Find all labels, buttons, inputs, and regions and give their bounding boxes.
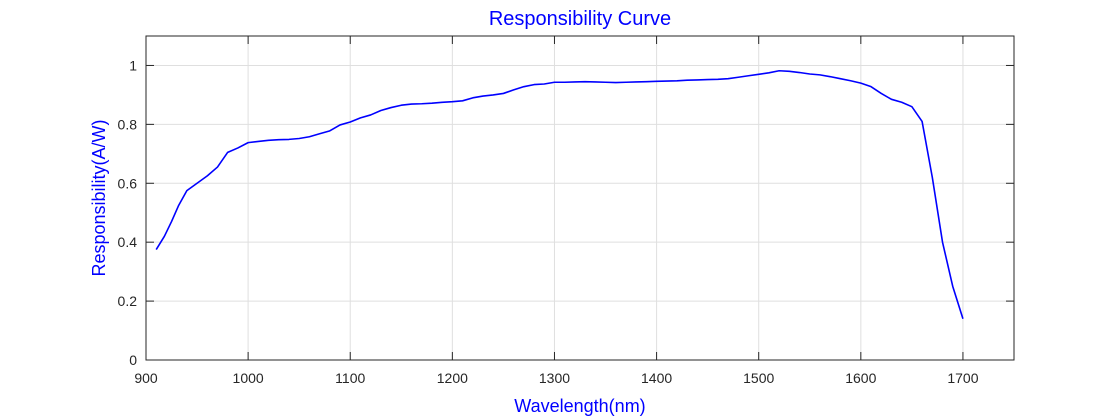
y-tick-label: 1 (129, 57, 137, 73)
x-tick-label: 1100 (335, 370, 365, 386)
tick-layer: 900 1000 1100 1200 1300 1400 1500 1600 1700 0 0.2 0… (118, 36, 1014, 386)
x-tick-label: 1700 (947, 370, 978, 386)
x-axis-label: Wavelength(nm) (514, 396, 645, 416)
chart-title: Responsibility Curve (489, 8, 671, 30)
y-tick-label: 0.4 (118, 234, 138, 250)
series-line-0 (155, 69, 964, 320)
x-tick-label: 900 (134, 370, 158, 386)
x-tick-label: 1200 (437, 370, 468, 386)
x-tick-label: 1500 (743, 370, 774, 386)
plot-frame (145, 35, 1015, 361)
x-tick-label: 1600 (845, 370, 876, 386)
y-tick-label: 0.2 (118, 293, 138, 309)
x-tick-label: 1400 (641, 370, 672, 386)
x-tick-label: 1000 (233, 370, 264, 386)
x-tick-label: 1300 (539, 370, 570, 386)
y-tick-label: 0.6 (118, 175, 138, 191)
y-axis-label: Responsibility(A/W) (89, 119, 109, 276)
plot-background (146, 36, 1014, 360)
y-tick-label: 0.8 (118, 116, 138, 132)
line-layer (155, 69, 964, 320)
y-tick-label: 0 (129, 352, 137, 368)
